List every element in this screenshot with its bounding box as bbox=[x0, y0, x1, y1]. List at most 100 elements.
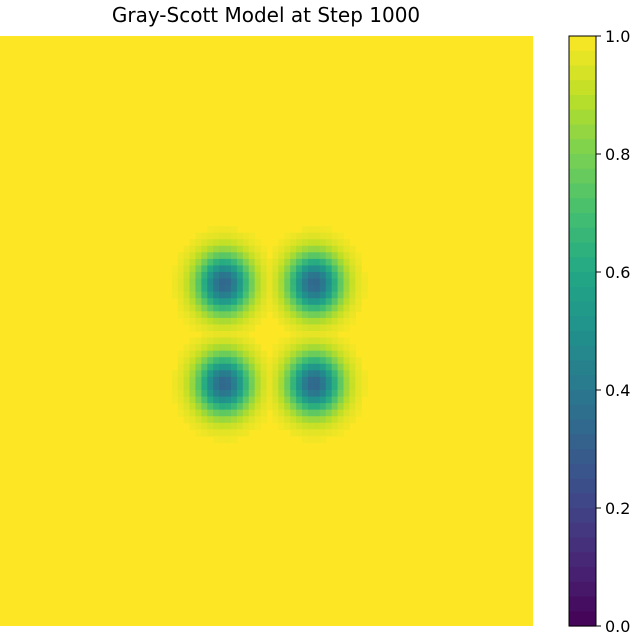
heatmap-cell bbox=[272, 291, 279, 299]
heatmap-cell bbox=[248, 298, 256, 306]
heatmap-cell bbox=[337, 422, 345, 430]
heatmap-cell bbox=[213, 245, 220, 253]
heatmap-cell bbox=[230, 357, 238, 365]
heatmap-cell bbox=[219, 311, 226, 319]
heatmap-cell bbox=[272, 396, 279, 404]
colorbar-band bbox=[569, 109, 596, 126]
heatmap-cell bbox=[236, 363, 244, 371]
heatmap-cell bbox=[230, 390, 238, 398]
heatmap-cell bbox=[355, 403, 362, 411]
heatmap-cell bbox=[355, 265, 362, 273]
heatmap-cell bbox=[183, 363, 191, 371]
heatmap-cell bbox=[225, 390, 232, 398]
heatmap-cell bbox=[213, 265, 220, 273]
heatmap-cell bbox=[355, 304, 362, 312]
heatmap-cell bbox=[307, 422, 315, 430]
heatmap-cell bbox=[207, 390, 214, 398]
heatmap-cell bbox=[207, 226, 214, 234]
heatmap-cell bbox=[349, 376, 356, 385]
heatmap-cell bbox=[183, 390, 191, 398]
heatmap-cell bbox=[272, 298, 279, 306]
heatmap-cell bbox=[236, 291, 244, 299]
heatmap-cell bbox=[331, 252, 339, 260]
heatmap-cell bbox=[296, 363, 303, 371]
heatmap-cell bbox=[361, 370, 368, 378]
heatmap-cell bbox=[343, 422, 351, 430]
heatmap-cell bbox=[296, 298, 303, 306]
heatmap-cell bbox=[272, 245, 279, 253]
heatmap-cell bbox=[278, 298, 285, 306]
heatmap-cell bbox=[331, 383, 339, 391]
heatmap-cell bbox=[171, 376, 179, 385]
heatmap-cell bbox=[236, 265, 244, 273]
heatmap-cell bbox=[260, 416, 268, 424]
heatmap-cell bbox=[302, 429, 309, 437]
colorbar-band bbox=[569, 331, 596, 347]
heatmap-cell bbox=[213, 337, 220, 345]
heatmap-cell bbox=[290, 376, 297, 385]
heatmap-cell bbox=[343, 337, 351, 345]
heatmap-cell bbox=[331, 396, 339, 404]
heatmap-cell bbox=[296, 350, 303, 358]
heatmap-cell bbox=[278, 317, 285, 326]
heatmap-cell bbox=[331, 376, 339, 385]
heatmap-cell bbox=[248, 370, 256, 378]
heatmap-cell bbox=[230, 291, 238, 299]
heatmap-cell bbox=[213, 278, 220, 286]
heatmap-cell bbox=[331, 239, 339, 247]
heatmap-cell bbox=[207, 272, 214, 280]
heatmap-cell bbox=[189, 376, 197, 385]
heatmap-cell bbox=[201, 416, 208, 424]
heatmap-cell bbox=[290, 239, 297, 247]
colorbar-frame bbox=[568, 35, 597, 627]
heatmap-cell bbox=[302, 258, 309, 267]
heatmap-cell bbox=[236, 416, 244, 424]
heatmap-cell bbox=[278, 376, 285, 385]
heatmap-cell bbox=[349, 265, 356, 273]
heatmap-cell bbox=[313, 344, 321, 352]
heatmap-cell bbox=[183, 252, 191, 260]
heatmap-cell bbox=[201, 344, 208, 352]
heatmap-cell bbox=[260, 396, 268, 404]
heatmap-cell bbox=[272, 363, 279, 371]
heatmap-cell bbox=[325, 429, 333, 437]
heatmap-cell bbox=[201, 409, 208, 417]
heatmap-cell bbox=[236, 376, 244, 385]
heatmap-cell bbox=[302, 435, 309, 444]
heatmap-cell bbox=[242, 232, 250, 240]
heatmap-cell bbox=[266, 363, 274, 371]
heatmap-cell bbox=[207, 350, 214, 358]
heatmap-cell bbox=[189, 403, 197, 411]
heatmap-cell bbox=[349, 272, 356, 280]
heatmap-cell bbox=[230, 304, 238, 312]
heatmap-cell bbox=[177, 363, 185, 371]
heatmap-cell bbox=[349, 304, 356, 312]
heatmap-cell bbox=[242, 416, 250, 424]
heatmap-cell bbox=[248, 409, 256, 417]
heatmap-cell bbox=[349, 317, 356, 326]
heatmap-cell bbox=[296, 304, 303, 312]
heatmap-cell bbox=[171, 396, 179, 404]
heatmap-cell bbox=[313, 350, 321, 358]
heatmap-cell bbox=[230, 363, 238, 371]
heatmap-cell bbox=[296, 331, 303, 339]
colorbar: 0.0 0.2 0.4 0.6 0.8 1.0 bbox=[568, 27, 630, 636]
heatmap-cell bbox=[248, 252, 256, 260]
heatmap-cell bbox=[272, 403, 279, 411]
heatmap-cell bbox=[272, 409, 279, 417]
heatmap-cell bbox=[278, 291, 285, 299]
heatmap-cell bbox=[325, 304, 333, 312]
heatmap-cell bbox=[189, 317, 197, 326]
heatmap-cell bbox=[248, 304, 256, 312]
heatmap-cell bbox=[266, 383, 274, 391]
heatmap-cell bbox=[355, 409, 362, 417]
heatmap-cell bbox=[307, 409, 315, 417]
heatmap-cell bbox=[272, 272, 279, 280]
heatmap-cell bbox=[230, 245, 238, 253]
heatmap-cell bbox=[195, 239, 202, 247]
heatmap-cell bbox=[189, 272, 197, 280]
heatmap-cell bbox=[278, 344, 285, 352]
colorbar-band bbox=[569, 50, 596, 67]
heatmap-cell bbox=[337, 265, 345, 273]
heatmap-cell bbox=[307, 416, 315, 424]
